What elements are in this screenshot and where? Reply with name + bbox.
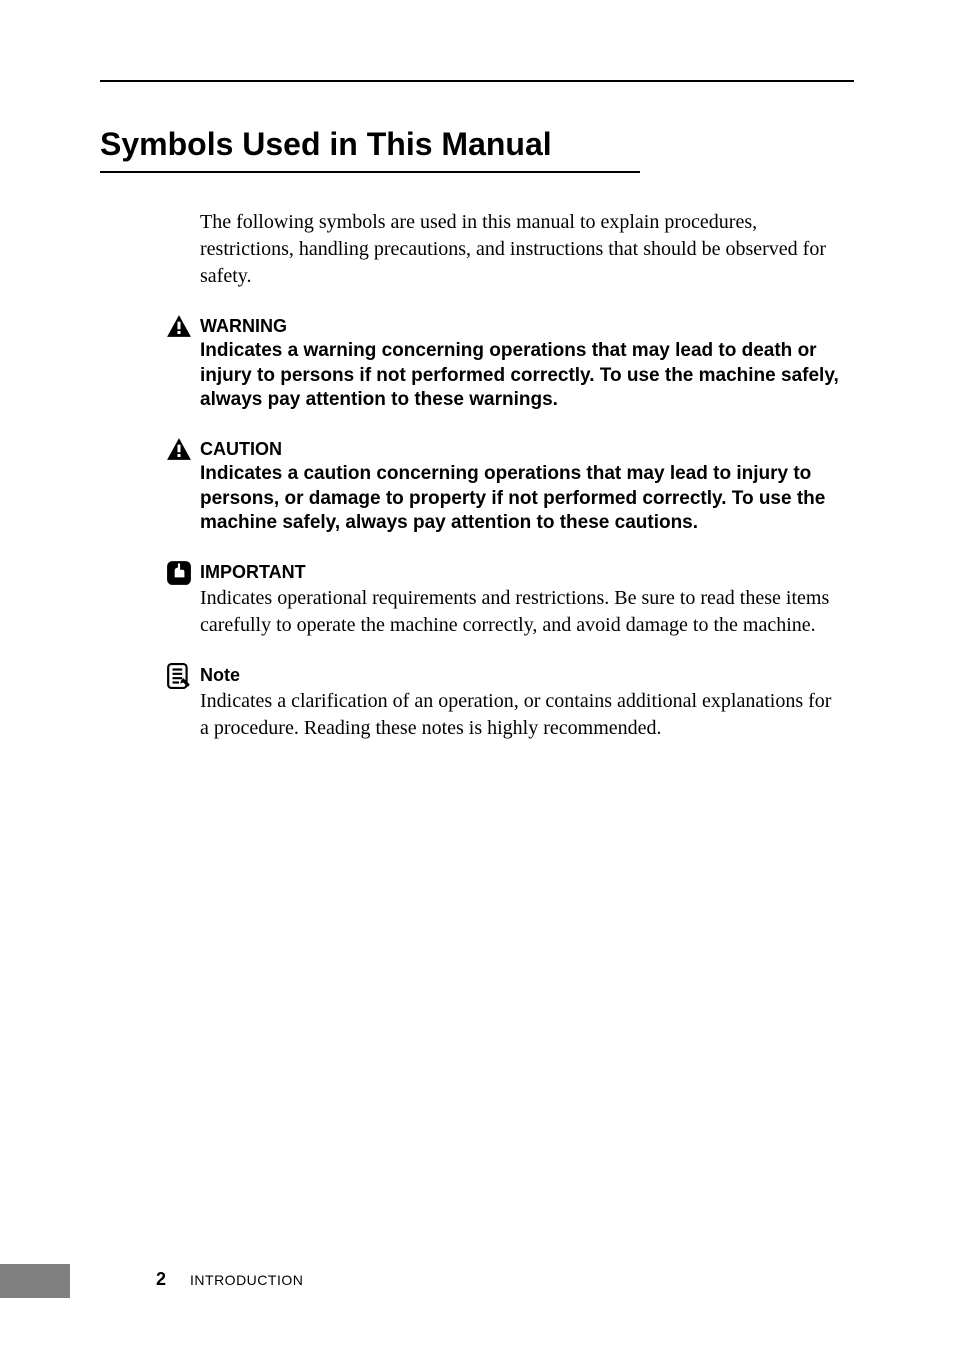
warning-triangle-icon (166, 314, 194, 340)
symbol-block-note: Note Indicates a clarification of an ope… (200, 665, 844, 742)
caution-triangle-icon (166, 437, 194, 463)
footer-inner: 2 INTRODUCTION (156, 1269, 954, 1290)
note-body: Indicates a clarification of an operatio… (200, 688, 844, 742)
content-area: The following symbols are used in this m… (200, 209, 844, 742)
important-body: Indicates operational requirements and r… (200, 585, 844, 639)
page-number: 2 (156, 1269, 166, 1290)
page-title: Symbols Used in This Manual (100, 126, 854, 163)
symbol-block-caution: CAUTION Indicates a caution concerning o… (200, 439, 844, 536)
warning-label: WARNING (200, 316, 844, 337)
note-label: Note (200, 665, 844, 686)
page: Symbols Used in This Manual The followin… (0, 0, 954, 1348)
caution-body: Indicates a caution concerning operation… (200, 462, 844, 536)
important-hand-icon (166, 560, 194, 586)
title-underline-rule (100, 171, 640, 173)
intro-paragraph: The following symbols are used in this m… (200, 209, 844, 290)
top-horizontal-rule (100, 80, 854, 82)
caution-label: CAUTION (200, 439, 844, 460)
page-footer: 2 INTRODUCTION (0, 1269, 954, 1290)
warning-body: Indicates a warning concerning operation… (200, 339, 844, 413)
note-page-icon (166, 663, 194, 689)
important-label: IMPORTANT (200, 562, 844, 583)
symbol-block-warning: WARNING Indicates a warning concerning o… (200, 316, 844, 413)
footer-section-name: INTRODUCTION (190, 1272, 303, 1288)
symbol-block-important: IMPORTANT Indicates operational requirem… (200, 562, 844, 639)
